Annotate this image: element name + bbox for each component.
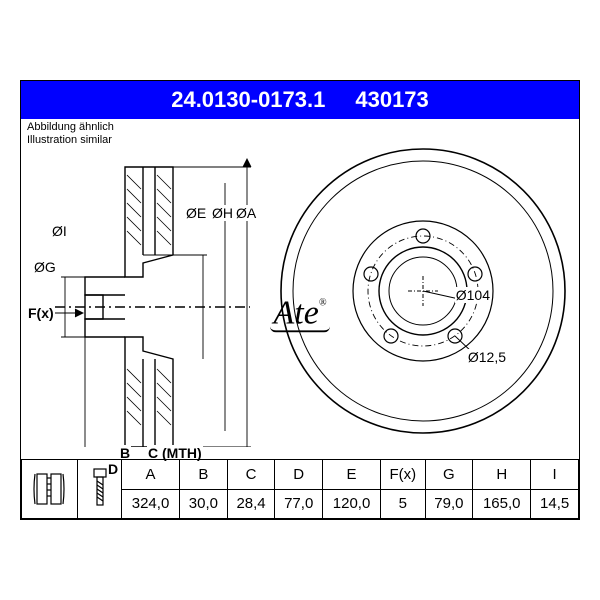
val-E: 120,0 [323,489,381,519]
val-C: 28,4 [227,489,275,519]
col-A: A [122,460,180,490]
dim-label-I: ØI [51,223,68,239]
short-code: 430173 [355,87,428,113]
val-A: 324,0 [122,489,180,519]
spec-table: A B C D E F(x) G H I 324,0 30,0 28,4 77,… [21,459,579,519]
spec-header-row: A B C D E F(x) G H I [22,460,579,490]
col-I: I [531,460,579,490]
spec-table-area: A B C D E F(x) G H I 324,0 30,0 28,4 77,… [21,459,579,519]
bolt-icon-cell [78,460,122,519]
dim-label-H: ØH [211,205,234,221]
val-H: 165,0 [473,489,531,519]
dim-label-Fx: F(x) [27,305,55,321]
col-Fx: F(x) [381,460,425,490]
col-D: D [275,460,323,490]
cross-section-drawing [25,137,255,447]
drawing-area: ØI ØG ØE ØH ØA F(x) B C (MTH) D [21,119,579,459]
col-B: B [180,460,228,490]
bolt-dia-label: Ø12,5 [467,349,507,365]
col-H: H [473,460,531,490]
bolt-icon [86,467,114,511]
center-dia-label: Ø104 [455,287,491,303]
vented-disc-icon [29,468,71,510]
dim-label-G: ØG [33,259,57,275]
val-G: 79,0 [425,489,473,519]
col-C: C [227,460,275,490]
col-E: E [323,460,381,490]
brand-text: Ate [274,295,319,332]
disc-icon-cell [22,460,78,519]
brand-logo: Ate® [270,300,330,333]
registered-mark: ® [319,298,327,309]
part-number: 24.0130-0173.1 [171,87,325,113]
front-view-drawing [273,141,573,441]
dim-label-A: ØA [235,205,257,221]
val-B: 30,0 [180,489,228,519]
header-bar: 24.0130-0173.1 430173 [21,81,579,119]
technical-drawing-frame: 24.0130-0173.1 430173 Abbildung ähnlich … [20,80,580,520]
dim-label-E: ØE [185,205,207,221]
col-G: G [425,460,473,490]
val-D: 77,0 [275,489,323,519]
val-Fx: 5 [381,489,425,519]
val-I: 14,5 [531,489,579,519]
